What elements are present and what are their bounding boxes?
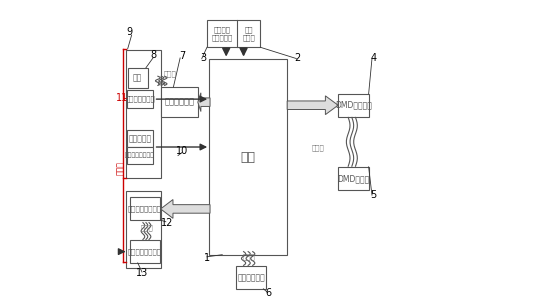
FancyBboxPatch shape <box>130 240 160 263</box>
FancyBboxPatch shape <box>128 68 148 88</box>
Text: 热对流: 热对流 <box>312 145 324 151</box>
FancyArrow shape <box>161 199 210 218</box>
Text: 热对流: 热对流 <box>141 225 153 231</box>
Text: DMD散热风扇: DMD散热风扇 <box>335 101 372 110</box>
Text: 9: 9 <box>126 27 132 37</box>
Text: 色轮温度传感器: 色轮温度传感器 <box>125 96 155 102</box>
Text: 8: 8 <box>150 50 157 60</box>
FancyBboxPatch shape <box>127 90 153 108</box>
FancyBboxPatch shape <box>338 94 369 117</box>
FancyArrow shape <box>287 96 338 115</box>
Text: 主板: 主板 <box>240 151 255 163</box>
Text: 激光器阵列: 激光器阵列 <box>129 134 152 143</box>
FancyArrow shape <box>198 93 210 112</box>
Text: 色轮散热风扇: 色轮散热风扇 <box>164 98 195 107</box>
Text: 激光水冷散热模组: 激光水冷散热模组 <box>128 248 162 255</box>
Text: 13: 13 <box>136 268 148 278</box>
Text: 3: 3 <box>200 53 206 63</box>
Text: 10: 10 <box>176 146 189 156</box>
Text: 热对流: 热对流 <box>164 70 177 77</box>
Text: 海拔
传感器: 海拔 传感器 <box>243 27 255 41</box>
Text: 7: 7 <box>179 52 185 61</box>
Text: 系统散热风扇: 系统散热风扇 <box>237 273 265 282</box>
FancyBboxPatch shape <box>127 147 153 164</box>
Text: 2: 2 <box>294 53 301 63</box>
FancyBboxPatch shape <box>161 87 198 117</box>
FancyBboxPatch shape <box>209 59 287 255</box>
Text: 5: 5 <box>370 190 376 199</box>
Text: 热传导: 热传导 <box>115 161 125 175</box>
Text: 12: 12 <box>161 218 173 228</box>
Text: 热对流: 热对流 <box>243 253 255 260</box>
Text: 11: 11 <box>116 93 129 102</box>
Text: 1: 1 <box>204 253 210 263</box>
FancyBboxPatch shape <box>338 167 369 190</box>
Text: 4: 4 <box>370 53 376 63</box>
Text: 激光器温度传感器: 激光器温度传感器 <box>125 153 155 158</box>
FancyBboxPatch shape <box>127 130 153 147</box>
Text: DMD散热器: DMD散热器 <box>337 174 370 183</box>
FancyBboxPatch shape <box>236 266 266 289</box>
FancyBboxPatch shape <box>207 20 260 47</box>
Text: 色轮: 色轮 <box>133 73 142 82</box>
Text: 外界环境
温度传感器: 外界环境 温度传感器 <box>212 27 233 41</box>
FancyBboxPatch shape <box>130 198 160 220</box>
Text: 6: 6 <box>266 289 272 298</box>
Text: 激光光源散热风扇: 激光光源散热风扇 <box>128 206 162 212</box>
